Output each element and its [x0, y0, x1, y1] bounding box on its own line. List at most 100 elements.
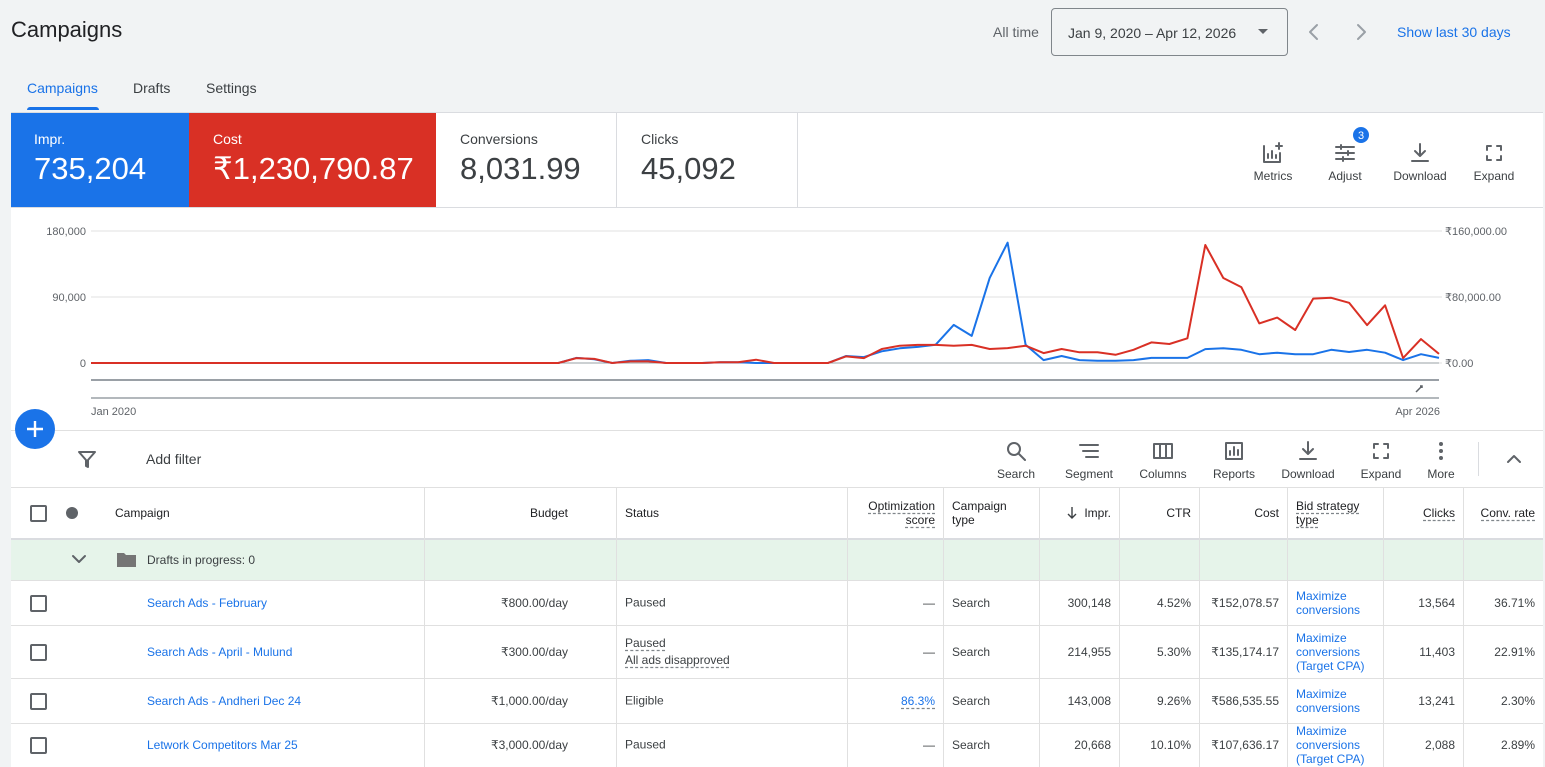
- name[interactable]: Search Ads - Andheri Dec 24: [147, 694, 302, 708]
- checkbox[interactable]: [30, 644, 47, 661]
- icon: [1411, 143, 1429, 162]
- cost: ₹107,636.17: [1211, 738, 1279, 752]
- row-divider: [11, 678, 1543, 679]
- table-tool[interactable]: Segment: [1049, 439, 1129, 481]
- impr: 300,148: [1067, 596, 1111, 610]
- date-picker[interactable]: Jan 9, 2020 – Apr 12, 2026: [1051, 8, 1288, 56]
- checkbox[interactable]: [30, 595, 47, 612]
- budget: ₹300.00/day: [500, 645, 568, 659]
- clicks: 11,403: [1419, 645, 1455, 659]
- tab-indicator: [27, 107, 99, 110]
- expand-button[interactable]: Expand: [1454, 141, 1534, 183]
- bid-strategy-type[interactable]: Maximize conversions: [1296, 687, 1361, 715]
- add-button[interactable]: [14, 408, 56, 450]
- table-tool[interactable]: More: [1401, 439, 1481, 481]
- bid-strategy-type[interactable]: Maximize conversions (Target CPA): [1296, 631, 1365, 673]
- name[interactable]: Search Ads - April - Mulund: [147, 645, 293, 659]
- column-header: Campaign type: [952, 499, 1007, 527]
- column-border: [943, 488, 944, 767]
- name[interactable]: Letwork Competitors Mar 25: [147, 738, 298, 752]
- bid-strategy-type[interactable]: Maximize conversions (Target CPA): [1296, 724, 1365, 766]
- scorecard-label: Impr.: [34, 131, 66, 147]
- tab[interactable]: Campaigns: [27, 80, 98, 96]
- column-header: Budget: [529, 506, 568, 520]
- column-header: Campaign: [115, 506, 170, 520]
- checkbox[interactable]: [30, 693, 47, 710]
- divider: [11, 207, 1543, 208]
- download-button[interactable]: Download: [1380, 141, 1460, 183]
- column-border: [1287, 488, 1288, 767]
- optimization-score: —: [923, 738, 935, 752]
- status-line: Eligible: [625, 693, 664, 708]
- row-divider: [11, 723, 1543, 724]
- bid-strategy-type[interactable]: Maximize conversions: [1296, 589, 1361, 617]
- budget: ₹800.00/day: [500, 596, 568, 610]
- x-tick-label: Jan 2020: [91, 406, 136, 418]
- date-range: Jan 9, 2020 – Apr 12, 2026: [1068, 25, 1237, 41]
- status-line: All ads disapproved: [625, 653, 730, 667]
- scorecard-value: 45,092: [641, 151, 736, 186]
- column-header: Optimization score: [868, 499, 935, 527]
- status: Paused: [625, 737, 666, 754]
- header-divider: [11, 538, 1543, 540]
- metrics-button[interactable]: Metrics: [1233, 141, 1313, 183]
- icon: [1153, 443, 1173, 459]
- icon: [1373, 443, 1389, 459]
- icon: [1486, 145, 1502, 161]
- scorecard[interactable]: Conversions 8,031.99: [437, 113, 617, 207]
- y-tick-label: 90,000: [52, 292, 86, 304]
- collapse-button[interactable]: [1504, 449, 1524, 469]
- tab[interactable]: Settings: [206, 80, 257, 96]
- navigator-icon[interactable]: [1415, 385, 1423, 393]
- y2-tick-label: ₹160,000.00: [1445, 226, 1507, 238]
- column-border: [1039, 488, 1040, 767]
- filter-icon[interactable]: [77, 449, 97, 469]
- prev-button[interactable]: [1304, 22, 1324, 42]
- expand-chevron[interactable]: [69, 549, 89, 569]
- tool-label: Reports: [1212, 467, 1256, 481]
- table-tool[interactable]: Columns: [1123, 439, 1203, 481]
- name[interactable]: Search Ads - February: [147, 596, 268, 610]
- status-line: Paused: [625, 636, 666, 650]
- scorecard[interactable]: Impr. 735,204: [11, 113, 189, 207]
- checkbox[interactable]: [30, 505, 47, 522]
- tool-label: Search: [996, 467, 1036, 481]
- adjust-button[interactable]: Adjust: [1305, 141, 1385, 183]
- cost: ₹135,174.17: [1211, 645, 1279, 659]
- tool-label: Segment: [1064, 467, 1114, 481]
- clicks: 13,241: [1418, 694, 1455, 708]
- table-tool[interactable]: Search: [976, 439, 1056, 481]
- table-tool[interactable]: Reports: [1194, 439, 1274, 481]
- checkbox[interactable]: [30, 737, 47, 754]
- cost: ₹152,078.57: [1211, 596, 1279, 610]
- table-tool[interactable]: Download: [1268, 439, 1348, 481]
- scorecard-value: 735,204: [34, 151, 147, 186]
- sort-arrow: [1067, 507, 1077, 519]
- column-border: [847, 488, 848, 767]
- status: Paused: [625, 595, 666, 612]
- table-tool[interactable]: Expand: [1341, 439, 1421, 481]
- range-label: All time: [993, 24, 1039, 40]
- impr: 20,668: [1074, 738, 1111, 752]
- folder-icon: [117, 553, 136, 567]
- show-last-link[interactable]: Show last 30 days: [1397, 24, 1511, 40]
- next-button[interactable]: [1351, 22, 1371, 42]
- tool-label: Expand: [1473, 169, 1515, 183]
- divider: [1478, 442, 1479, 476]
- tool-label: Expand: [1360, 467, 1402, 481]
- campaign-type: Search: [952, 694, 991, 708]
- column-header: CTR: [1166, 506, 1191, 520]
- tool-label: Metrics: [1253, 169, 1293, 183]
- tool-label: More: [1427, 467, 1455, 481]
- icon: [1079, 444, 1099, 458]
- scorecard[interactable]: Cost ₹1,230,790.87: [189, 113, 436, 207]
- column-border: [424, 488, 425, 767]
- tab[interactable]: Drafts: [133, 80, 171, 96]
- scorecard[interactable]: Clicks 45,092: [617, 113, 798, 207]
- row-divider: [11, 625, 1543, 626]
- conv-rate: 36.71%: [1494, 596, 1535, 610]
- icon: [1263, 142, 1283, 163]
- status-header-dot: [66, 507, 78, 519]
- optimization-score: —: [923, 645, 935, 659]
- add-filter[interactable]: Add filter: [146, 451, 202, 467]
